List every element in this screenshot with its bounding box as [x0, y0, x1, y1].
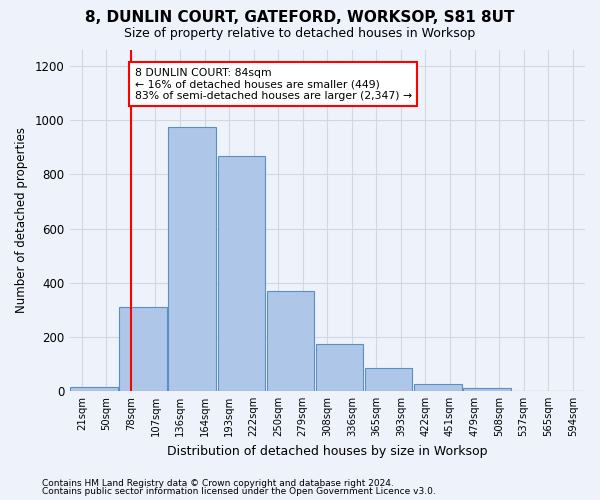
Bar	[266, 291, 314, 391]
Bar	[365, 368, 412, 391]
Text: Contains public sector information licensed under the Open Government Licence v3: Contains public sector information licen…	[42, 487, 436, 496]
Y-axis label: Number of detached properties: Number of detached properties	[15, 128, 28, 314]
Text: 8, DUNLIN COURT, GATEFORD, WORKSOP, S81 8UT: 8, DUNLIN COURT, GATEFORD, WORKSOP, S81 …	[85, 10, 515, 25]
Text: 8 DUNLIN COURT: 84sqm
← 16% of detached houses are smaller (449)
83% of semi-det: 8 DUNLIN COURT: 84sqm ← 16% of detached …	[134, 68, 412, 101]
Bar	[70, 388, 118, 391]
Bar	[463, 388, 511, 391]
Bar	[414, 384, 461, 391]
Bar	[218, 156, 265, 391]
Text: Size of property relative to detached houses in Worksop: Size of property relative to detached ho…	[124, 28, 476, 40]
Bar	[119, 307, 167, 391]
Text: Contains HM Land Registry data © Crown copyright and database right 2024.: Contains HM Land Registry data © Crown c…	[42, 478, 394, 488]
X-axis label: Distribution of detached houses by size in Worksop: Distribution of detached houses by size …	[167, 444, 488, 458]
Bar	[169, 127, 216, 391]
Bar	[316, 344, 364, 391]
